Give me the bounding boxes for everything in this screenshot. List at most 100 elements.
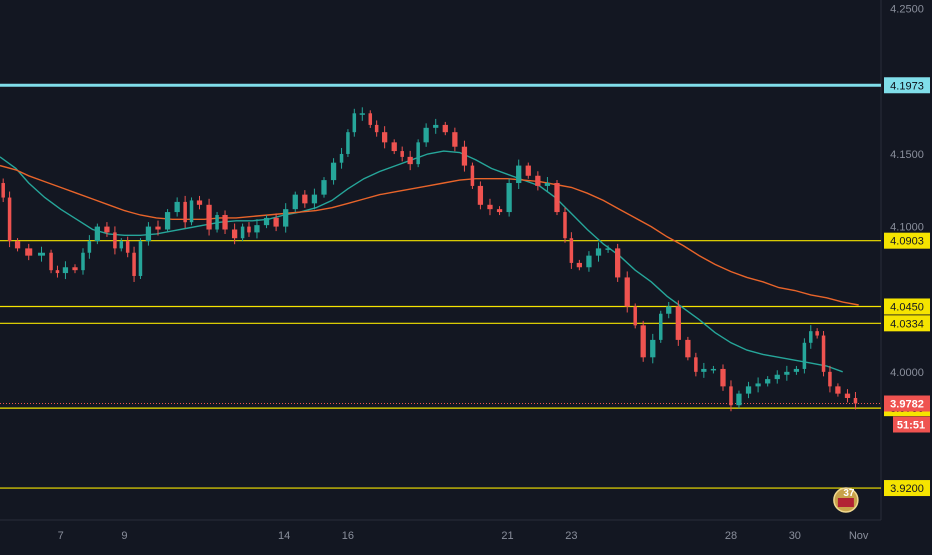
candle	[391, 142, 397, 152]
y-tick-label[interactable]: 4.1000	[890, 222, 924, 234]
x-tick-label[interactable]: 9	[121, 530, 127, 542]
candle	[164, 212, 171, 230]
candle	[189, 200, 194, 223]
candle	[835, 386, 841, 394]
candle	[240, 226, 245, 239]
candle	[104, 226, 110, 233]
candle	[174, 201, 180, 213]
y-tick-label[interactable]: 4.0000	[890, 367, 924, 379]
current-price-marker: 3.9782 51:51	[884, 395, 930, 433]
moving-average-1	[0, 164, 859, 306]
candle	[516, 165, 522, 184]
candle	[247, 226, 251, 233]
candle	[470, 165, 475, 186]
candle	[125, 241, 130, 253]
level-label-5: 3.9200	[890, 483, 924, 495]
candle	[658, 313, 663, 340]
price-scale[interactable]: 4.2500 4.1500 4.1000 4.0000	[890, 4, 924, 379]
x-tick-label[interactable]: 7	[58, 530, 64, 542]
x-tick-label[interactable]: 28	[725, 530, 737, 542]
candle	[119, 241, 124, 249]
current-price-label: 3.9782	[890, 399, 924, 411]
candle	[809, 331, 813, 343]
candle	[774, 374, 780, 380]
candle	[155, 226, 161, 230]
candle	[87, 241, 92, 253]
candle	[461, 146, 468, 166]
candle	[14, 241, 21, 249]
candle	[694, 357, 698, 372]
candle	[145, 226, 152, 242]
candle	[352, 113, 357, 133]
y-tick-label[interactable]: 4.2500	[890, 4, 924, 16]
candle	[487, 204, 493, 210]
candle	[821, 335, 826, 372]
x-tick-label[interactable]: 30	[789, 530, 801, 542]
candle	[400, 151, 404, 157]
candle	[765, 379, 771, 384]
candle	[72, 267, 78, 271]
series-layer	[0, 107, 859, 412]
candle	[196, 200, 203, 205]
candle	[311, 194, 318, 204]
candle	[423, 127, 429, 143]
candle	[346, 132, 350, 154]
candle	[292, 194, 298, 210]
x-tick-label[interactable]: Nov	[849, 530, 869, 542]
x-tick-label[interactable]: 23	[565, 530, 577, 542]
candle	[802, 342, 807, 369]
event-badge[interactable]: 37	[833, 487, 859, 513]
y-tick-label[interactable]: 4.1500	[890, 149, 924, 161]
candle	[25, 248, 33, 256]
candle	[853, 397, 858, 404]
candle	[222, 214, 228, 230]
candle	[685, 339, 691, 358]
candle	[496, 209, 503, 213]
level-label-box-5	[884, 480, 930, 497]
x-tick-label[interactable]: 14	[278, 530, 290, 542]
candle	[231, 229, 238, 239]
candle	[554, 183, 560, 213]
candle	[339, 153, 344, 163]
candle	[407, 156, 413, 165]
candle	[382, 132, 388, 143]
candle	[720, 368, 726, 387]
candle	[615, 248, 621, 278]
candle	[793, 368, 800, 372]
candle	[452, 132, 458, 147]
x-tick-label[interactable]: 16	[342, 530, 354, 542]
candle	[675, 306, 681, 340]
candle	[132, 252, 136, 276]
candle	[586, 255, 592, 268]
candle	[62, 267, 69, 274]
level-label-1: 4.0903	[890, 236, 924, 248]
candle	[650, 339, 656, 358]
candle	[81, 252, 85, 271]
candle	[37, 252, 46, 256]
candle	[330, 162, 337, 181]
level-label-3: 4.0334	[890, 318, 924, 330]
candle	[828, 371, 832, 387]
candle	[745, 386, 752, 394]
candle	[525, 165, 531, 176]
candle	[206, 204, 212, 230]
time-scale[interactable]: 7 9 14 16 21 23 28 30 Nov	[58, 530, 869, 542]
candle	[736, 393, 742, 406]
candle	[563, 212, 567, 239]
x-tick-label[interactable]: 21	[501, 530, 513, 542]
candle	[49, 252, 53, 271]
candle	[605, 248, 611, 250]
candle	[94, 226, 100, 242]
current-price-box	[884, 395, 930, 412]
candle	[321, 180, 327, 195]
candle	[784, 371, 790, 375]
level-label-0: 4.1973	[890, 80, 924, 92]
candle	[1, 183, 5, 198]
candle	[138, 241, 143, 276]
candle	[368, 113, 373, 125]
candle	[183, 201, 187, 223]
candle	[302, 194, 308, 204]
candle	[535, 175, 541, 186]
